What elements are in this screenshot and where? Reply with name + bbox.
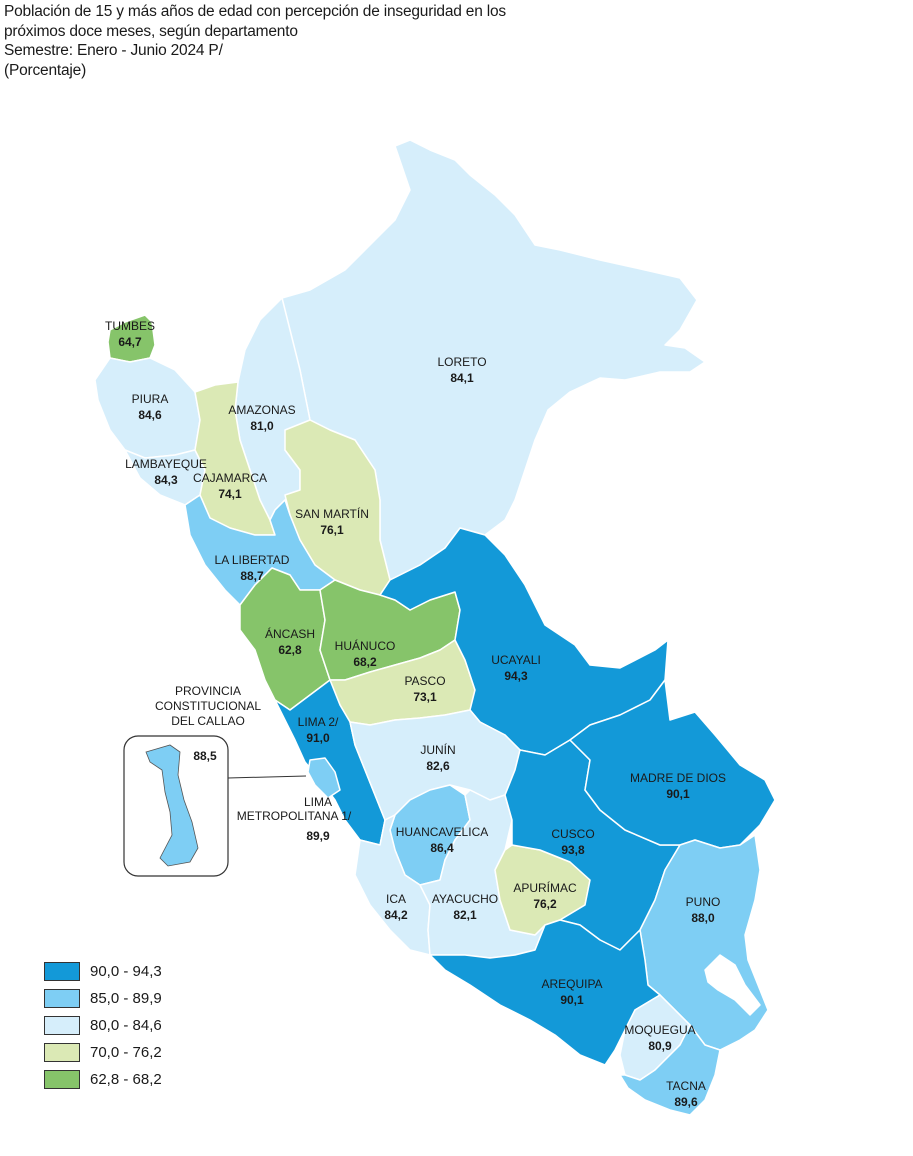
- region-name-sanmartin: SAN MARTÍN: [295, 506, 369, 521]
- inset-title: PROVINCIA CONSTITUCIONAL DEL CALLAO: [108, 684, 308, 729]
- legend-item: 90,0 - 94,3: [44, 958, 162, 985]
- region-value-huanuco: 68,2: [353, 655, 377, 669]
- region-name-puno: PUNO: [686, 895, 721, 909]
- region-value-ica: 84,2: [384, 908, 408, 922]
- region-value-lalibertad: 88,7: [240, 569, 264, 583]
- region-value-tumbes: 64,7: [118, 335, 142, 349]
- region-name-ucayali: UCAYALI: [491, 653, 541, 667]
- region-name-piura: PIURA: [132, 392, 169, 406]
- region-name-ica: ICA: [386, 892, 406, 906]
- legend-label: 90,0 - 94,3: [90, 963, 162, 980]
- region-value-arequipa: 90,1: [560, 993, 584, 1007]
- region-value-amazonas: 81,0: [250, 419, 274, 433]
- legend-item: 80,0 - 84,6: [44, 1012, 162, 1039]
- region-name-lalibertad: LA LIBERTAD: [215, 553, 290, 567]
- region-value-ayacucho: 82,1: [453, 908, 477, 922]
- region-name-amazonas: AMAZONAS: [228, 403, 295, 417]
- legend-item: 85,0 - 89,9: [44, 985, 162, 1012]
- region-value-madrededios: 90,1: [666, 787, 690, 801]
- region-name-loreto: LORETO: [437, 355, 486, 369]
- inset-callao: [123, 735, 307, 877]
- region-value-puno: 88,0: [691, 911, 715, 925]
- region-value-sanmartin: 76,1: [320, 523, 344, 537]
- map-title: Población de 15 y más años de edad con p…: [4, 2, 506, 80]
- region-name-moquegua: MOQUEGUA: [624, 1023, 695, 1037]
- region-value-ucayali: 94,3: [504, 669, 528, 683]
- region-name-junin: JUNÍN: [420, 742, 455, 757]
- region-value-huancavelica: 86,4: [430, 841, 454, 855]
- legend-label: 85,0 - 89,9: [90, 990, 162, 1007]
- region-value-cajamarca: 74,1: [218, 487, 242, 501]
- legend-swatch: [44, 1070, 80, 1089]
- region-value-pasco: 73,1: [413, 690, 437, 704]
- region-arequipa[interactable]: [429, 919, 661, 1066]
- legend: 90,0 - 94,3 85,0 - 89,9 80,0 - 84,6 70,0…: [44, 958, 162, 1093]
- region-limamet[interactable]: [307, 757, 341, 799]
- region-callao[interactable]: [145, 744, 199, 867]
- region-name-huanuco: HUÁNUCO: [335, 638, 396, 653]
- lake-titicaca: [704, 954, 761, 1016]
- region-tumbes[interactable]: [107, 314, 156, 363]
- inset-title-line-3: DEL CALLAO: [171, 714, 245, 728]
- region-value-tacna: 89,6: [674, 1095, 698, 1109]
- region-name-madrededios: MADRE DE DIOS: [630, 771, 726, 785]
- region-name-ancash: ÁNCASH: [265, 626, 315, 641]
- region-value-apurimac: 76,2: [533, 897, 557, 911]
- region-name-apurimac: APURÍMAC: [513, 880, 577, 895]
- legend-swatch: [44, 1016, 80, 1035]
- title-line-4: (Porcentaje): [4, 61, 87, 79]
- region-name-lambayeque: LAMBAYEQUE: [125, 457, 207, 471]
- region-name-ayacucho: AYACUCHO: [432, 892, 498, 906]
- region-name-tumbes: TUMBES: [105, 319, 155, 333]
- region-name-cajamarca: CAJAMARCA: [193, 471, 267, 485]
- region-value-cusco: 93,8: [561, 843, 585, 857]
- region-lalibertad[interactable]: [184, 494, 336, 606]
- region-value-moquegua: 80,9: [648, 1039, 672, 1053]
- legend-label: 80,0 - 84,6: [90, 1017, 162, 1034]
- region-name-limamet-1: LIMA: [304, 795, 332, 809]
- title-line-1: Población de 15 y más años de edad con p…: [4, 3, 506, 20]
- region-tacna[interactable]: [619, 1024, 721, 1116]
- legend-swatch: [44, 989, 80, 1008]
- region-labels: TUMBES 64,7 PIURA 84,6 LAMBAYEQUE 84,3 CAJAMAR…: [105, 319, 726, 1109]
- inset-leader-line: [227, 775, 307, 779]
- legend-label: 70,0 - 76,2: [90, 1044, 162, 1061]
- inset-title-line-1: PROVINCIA: [174, 684, 241, 698]
- legend-item: 62,8 - 68,2: [44, 1066, 162, 1093]
- region-name-lima: LIMA 2/: [298, 715, 339, 729]
- region-name-cusco: CUSCO: [551, 827, 594, 841]
- region-name-huancavelica: HUANCAVELICA: [396, 825, 488, 839]
- region-name-tacna: TACNA: [666, 1079, 706, 1093]
- legend-swatch: [44, 1043, 80, 1062]
- inset-title-line-2: CONSTITUCIONAL: [154, 699, 261, 713]
- region-name-pasco: PASCO: [404, 674, 445, 688]
- region-value-loreto: 84,1: [450, 371, 474, 385]
- legend-item: 70,0 - 76,2: [44, 1039, 162, 1066]
- legend-label: 62,8 - 68,2: [90, 1071, 162, 1088]
- region-value-ancash: 62,8: [278, 643, 302, 657]
- region-value-callao: 88,5: [193, 749, 217, 763]
- region-value-lima: 91,0: [306, 731, 330, 745]
- region-name-arequipa: AREQUIPA: [541, 977, 602, 991]
- region-value-junin: 82,6: [426, 759, 450, 773]
- legend-swatch: [44, 962, 80, 981]
- region-value-lambayeque: 84,3: [154, 473, 178, 487]
- region-value-limamet: 89,9: [306, 829, 330, 843]
- region-madrededios[interactable]: [569, 679, 776, 849]
- region-value-piura: 84,6: [138, 408, 162, 422]
- region-name-limamet-2: METROPOLITANA 1/: [237, 809, 352, 823]
- title-line-3: Semestre: Enero - Junio 2024 P/: [4, 42, 223, 59]
- title-line-2: próximos doce meses, según departamento: [4, 22, 298, 40]
